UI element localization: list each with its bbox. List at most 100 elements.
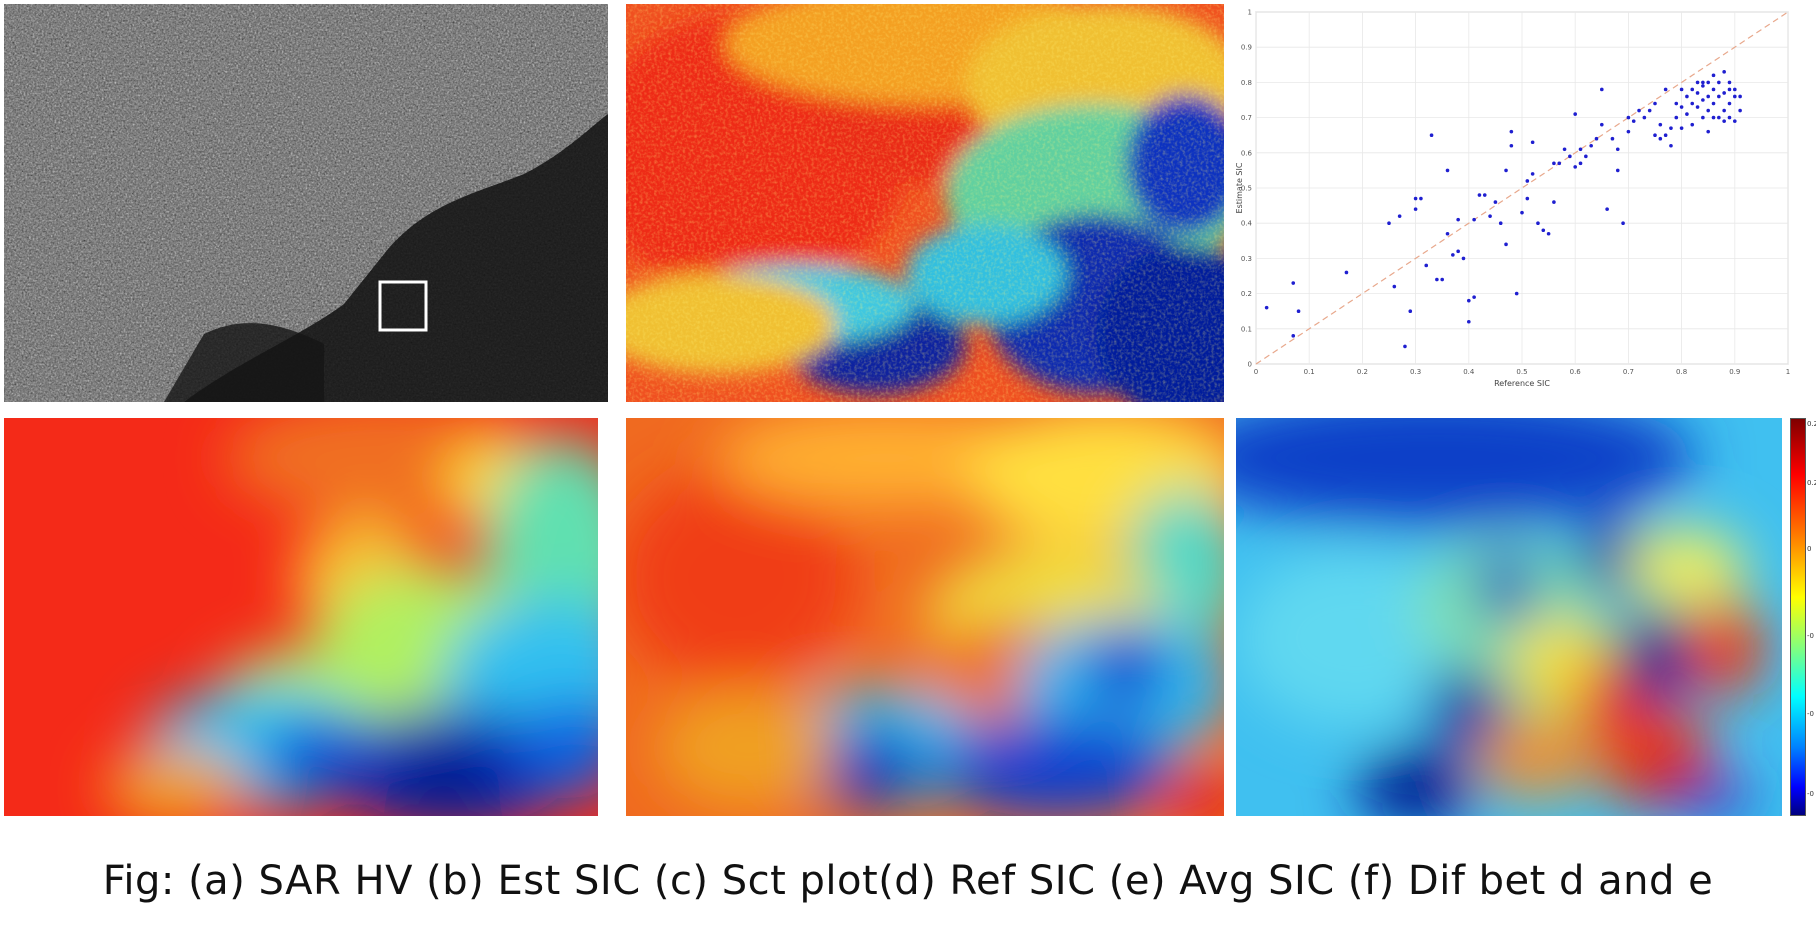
- x-axis-label: Reference SIC: [1494, 379, 1550, 388]
- scatter-point: [1525, 196, 1530, 201]
- scatter-point: [1573, 165, 1577, 169]
- x-tick-label: 0.2: [1357, 368, 1368, 376]
- scatter-point: [1557, 161, 1562, 166]
- scatter-point: [1674, 101, 1679, 106]
- scatter-point: [1344, 270, 1349, 275]
- scatter-point: [1610, 136, 1615, 141]
- scatter-point: [1663, 87, 1668, 92]
- scatter-point: [1387, 221, 1391, 225]
- scatter-point: [1562, 147, 1567, 152]
- panel-c-scatter-plot: 0 0.1 0.2 0.3 0.4 0.5 0.6 0.7 0.8 0.9 1 0 0.1 0.2 0.3 0…: [1236, 4, 1808, 402]
- scatter-point: [1451, 253, 1455, 257]
- scatter-point: [1291, 281, 1296, 285]
- scatter-point: [1509, 143, 1514, 148]
- scatter-point: [1504, 168, 1508, 173]
- reference-line: [1255, 11, 1789, 365]
- scatter-point: [1706, 108, 1710, 113]
- sar-hv-image: [4, 4, 608, 402]
- y-tick-label: 0.1: [1241, 325, 1252, 333]
- difference-map: [1236, 418, 1782, 816]
- scatter-point: [1600, 122, 1604, 127]
- scatter-point: [1477, 193, 1482, 197]
- scatter-point: [1525, 179, 1530, 183]
- scatter-point: [1695, 80, 1700, 85]
- x-tick-label: 0.3: [1410, 368, 1421, 376]
- x-tick-label: 0.8: [1676, 368, 1687, 376]
- scatter-point: [1701, 84, 1705, 88]
- scatter-point: [1509, 129, 1514, 134]
- scatter-point: [1413, 196, 1418, 201]
- figure-caption: Fig: (a) SAR HV (b) Est SIC (c) Sct plot…: [102, 858, 1714, 904]
- scatter-point: [1637, 108, 1641, 113]
- scatter-point: [1722, 119, 1726, 123]
- scatter-point: [1296, 309, 1301, 314]
- scatter-point: [1493, 200, 1498, 204]
- scatter-point: [1631, 119, 1636, 123]
- scatter-point: [1706, 94, 1710, 99]
- scatter-point: [1733, 94, 1737, 99]
- y-tick-label: 0.7: [1241, 114, 1252, 122]
- scatter-point: [1408, 309, 1413, 314]
- scatter-point: [1722, 108, 1726, 113]
- y-tick-label: 0.6: [1241, 149, 1253, 157]
- scatter-point: [1467, 298, 1471, 303]
- scatter-point: [1653, 101, 1657, 106]
- scatter-point: [1690, 101, 1695, 106]
- scatter-point: [1413, 207, 1418, 211]
- scatter-point: [1642, 115, 1647, 120]
- y-tick-label: 0.4: [1241, 220, 1253, 228]
- scatter-point: [1695, 105, 1700, 109]
- scatter-point: [1658, 122, 1663, 127]
- scatter-point: [1711, 87, 1716, 92]
- scatter-point: [1552, 200, 1556, 204]
- scatter-point: [1679, 87, 1684, 92]
- scatter-point: [1621, 221, 1625, 225]
- y-tick-label: 0.8: [1241, 79, 1252, 87]
- scatter-point: [1573, 112, 1577, 116]
- y-axis-label: Estimate SIC: [1236, 162, 1244, 213]
- avg-sic-map: [626, 418, 1224, 816]
- x-tick-label: 0.1: [1304, 368, 1315, 376]
- scatter-point: [1291, 334, 1296, 338]
- scatter-point: [1403, 344, 1407, 349]
- scatter-point: [1594, 136, 1599, 141]
- x-tick-label: 0.7: [1623, 368, 1634, 376]
- scatter-point: [1578, 147, 1583, 152]
- scatter-point: [1727, 87, 1732, 92]
- scatter-point: [1679, 126, 1684, 130]
- scatter-point: [1738, 108, 1742, 113]
- x-tick-label: 1: [1786, 368, 1790, 376]
- scatter-point: [1615, 168, 1620, 173]
- scatter-point: [1472, 217, 1476, 222]
- y-tick-label: 0.5: [1241, 185, 1252, 193]
- scatter-point: [1520, 210, 1524, 215]
- panel-d-ref-sic-map: [4, 418, 598, 816]
- colorbar-tick: -0: [1807, 790, 1814, 798]
- scatter-point: [1445, 231, 1450, 236]
- scatter-point: [1456, 249, 1460, 254]
- panel-b-est-sic-map: [626, 4, 1224, 402]
- scatter-point: [1711, 115, 1716, 120]
- scatter-point: [1626, 115, 1631, 120]
- scatter-point: [1690, 87, 1695, 92]
- scatter-point: [1674, 115, 1679, 120]
- scatter-point: [1435, 277, 1439, 282]
- scatter-point: [1546, 231, 1551, 236]
- scatter-point: [1701, 80, 1705, 85]
- panel-e-avg-sic-map: [626, 418, 1224, 816]
- scatter-point: [1615, 147, 1620, 152]
- scatter-point: [1669, 126, 1673, 130]
- colorbar-tick: 0.2: [1807, 479, 1816, 487]
- scatter-point: [1727, 80, 1732, 85]
- scatter-point: [1589, 143, 1593, 148]
- x-tick-label: 0.9: [1729, 368, 1740, 376]
- scatter-point: [1717, 94, 1721, 99]
- colorbar-tick: 0.2: [1807, 420, 1816, 428]
- y-tick-label: 0.2: [1241, 290, 1252, 298]
- scatter-point: [1419, 196, 1423, 201]
- colorbar-tick: -0: [1807, 710, 1814, 718]
- x-tick-label: 0.4: [1463, 368, 1475, 376]
- grid: [1255, 11, 1789, 365]
- scatter-point: [1653, 133, 1657, 137]
- scatter-point: [1467, 319, 1471, 324]
